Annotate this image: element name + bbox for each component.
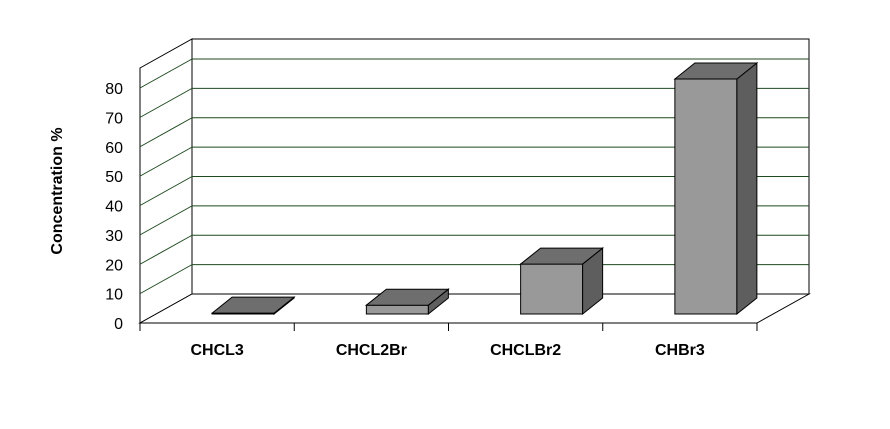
x-axis-ticks: CHCL3 CHCL2Br CHCLBr2 CHBr3	[139, 323, 758, 359]
bar	[673, 61, 759, 316]
bar-top	[673, 62, 759, 80]
bar	[364, 288, 450, 316]
y-tick-label: 10	[105, 287, 123, 304]
x-tick-label: CHCLBr2	[490, 342, 561, 359]
x-tick-label: CHBr3	[655, 342, 705, 359]
chart-floor	[138, 293, 811, 324]
gridline-diagonal	[139, 58, 193, 89]
y-tick-label: 30	[105, 228, 123, 245]
y-tick-label: 80	[105, 81, 123, 98]
bar-top	[364, 288, 450, 306]
y-tick-label: 50	[105, 169, 123, 186]
gridline-diagonal	[139, 176, 193, 206]
bar-side	[736, 61, 758, 316]
bar-front	[674, 78, 738, 315]
y-axis-ticks: 0 10 20 30 40 50 60 70 80	[105, 81, 123, 333]
y-tick-label: 60	[105, 140, 123, 157]
gridline-diagonal	[139, 146, 193, 177]
gridline-diagonal	[139, 205, 193, 236]
gridline-diagonal	[139, 117, 193, 148]
y-tick-label: 20	[105, 257, 123, 274]
bar	[519, 247, 605, 316]
y-tick-label: 0	[114, 316, 123, 333]
bar	[210, 296, 296, 316]
bar-top	[210, 296, 296, 314]
y-tick-label: 70	[105, 110, 123, 127]
floor-plane	[138, 293, 811, 324]
bar-top	[519, 247, 605, 265]
x-tick-label: CHCL3	[190, 342, 243, 359]
gridline-diagonal	[139, 264, 193, 295]
bars	[210, 61, 759, 316]
x-tick-label: CHCL2Br	[336, 342, 407, 359]
gridline-diagonal	[139, 87, 193, 118]
bar-front	[365, 304, 429, 315]
gridline-diagonal	[139, 234, 193, 265]
y-axis-title: Concentration %	[49, 127, 66, 254]
bar-front	[520, 263, 584, 315]
y-tick-label: 40	[105, 199, 123, 216]
